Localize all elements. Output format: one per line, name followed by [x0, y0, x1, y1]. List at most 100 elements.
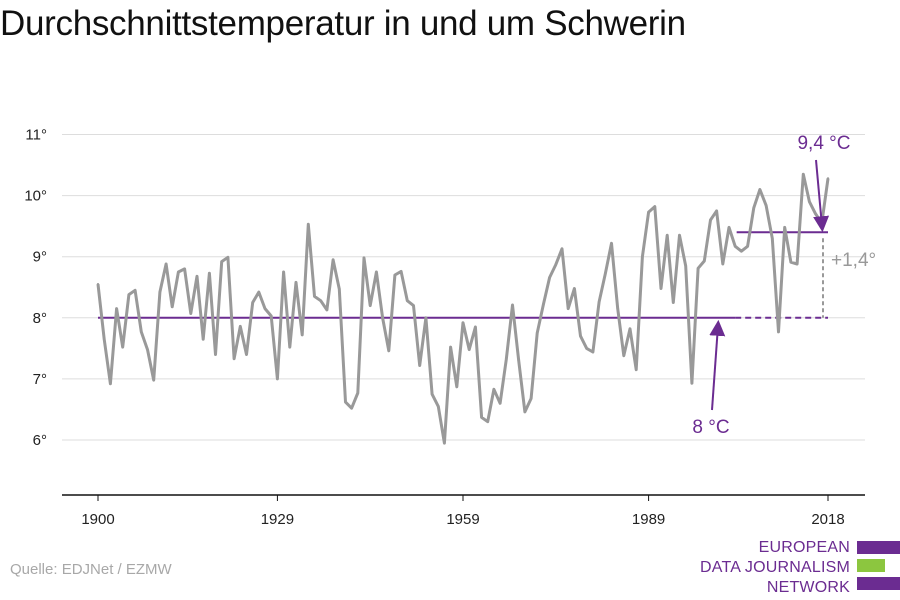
- data-point: [715, 209, 718, 213]
- edjnet-logo: EUROPEAN DATA JOURNALISM NETWORK: [700, 538, 900, 598]
- logo-bar-bottom: [857, 577, 900, 590]
- data-point: [338, 287, 341, 291]
- data-point: [115, 307, 118, 310]
- data-point: [727, 226, 731, 229]
- data-point: [270, 314, 273, 318]
- logo-bar-top: [857, 541, 900, 554]
- data-point: [214, 353, 217, 356]
- data-point: [542, 303, 545, 306]
- data-point: [356, 391, 360, 395]
- data-point: [672, 301, 675, 304]
- data-point: [709, 218, 712, 222]
- data-point: [449, 345, 452, 349]
- data-point: [152, 378, 155, 382]
- data-point: [511, 303, 514, 307]
- data-point: [381, 316, 384, 319]
- annotation-label-8: 8 °C: [692, 417, 729, 438]
- data-point: [764, 204, 768, 207]
- data-point: [127, 293, 131, 296]
- data-point: [189, 312, 192, 315]
- data-point: [288, 345, 291, 349]
- annotation-label-94: 9,4 °C: [797, 133, 850, 154]
- data-point: [393, 273, 397, 277]
- data-point: [480, 416, 483, 419]
- data-point: [313, 295, 316, 298]
- logo-bar-middle: [857, 559, 885, 572]
- data-point: [375, 270, 378, 274]
- data-point: [795, 262, 799, 266]
- data-point: [282, 270, 285, 274]
- data-point: [610, 242, 613, 245]
- x-tick-label: 1929: [261, 511, 294, 528]
- data-point: [467, 348, 471, 351]
- data-point: [777, 330, 780, 334]
- data-point: [505, 358, 508, 361]
- y-tick-label: 6°: [33, 432, 47, 449]
- data-point: [406, 299, 409, 302]
- data-point: [319, 299, 322, 302]
- data-point: [109, 382, 112, 385]
- y-tick-label: 11°: [25, 127, 47, 144]
- data-point: [579, 334, 582, 338]
- data-point: [752, 206, 755, 210]
- data-point: [690, 381, 694, 385]
- data-point: [536, 331, 539, 335]
- data-point: [641, 255, 644, 258]
- data-point: [659, 287, 663, 290]
- data-point: [220, 260, 223, 263]
- data-point: [300, 333, 304, 337]
- data-point: [622, 354, 626, 357]
- data-point: [597, 300, 601, 304]
- logo-line-3: NETWORK: [766, 579, 850, 596]
- data-point: [443, 441, 446, 445]
- y-tick-label: 8°: [33, 310, 47, 327]
- data-point: [251, 301, 254, 304]
- data-point: [245, 353, 248, 356]
- data-point: [424, 316, 428, 319]
- data-point: [177, 270, 180, 274]
- logo-line-2: DATA JOURNALISM: [700, 559, 850, 576]
- data-point: [696, 267, 700, 270]
- data-point: [183, 267, 186, 271]
- data-point: [789, 260, 793, 264]
- data-point: [195, 275, 199, 278]
- data-point: [294, 281, 298, 284]
- data-point: [604, 272, 607, 276]
- chart-title: Durchschnittstemperatur in und um Schwer…: [0, 4, 686, 43]
- data-point: [96, 282, 100, 286]
- data-point: [665, 234, 669, 237]
- data-point: [331, 258, 335, 261]
- data-point: [208, 271, 211, 275]
- data-point: [362, 256, 366, 260]
- data-point: [498, 402, 502, 405]
- source-note: Quelle: EDJNet / EZMW: [10, 561, 172, 578]
- data-point: [517, 359, 520, 362]
- y-tick-label: 7°: [33, 371, 47, 388]
- x-tick-label: 2018: [811, 511, 844, 528]
- data-point: [455, 385, 459, 389]
- data-point: [523, 410, 527, 414]
- data-point: [573, 287, 576, 290]
- data-point: [529, 397, 533, 400]
- y-tick-label: 10°: [24, 188, 47, 205]
- data-point: [102, 337, 106, 341]
- data-point: [616, 307, 619, 310]
- data-point: [474, 325, 477, 329]
- data-point: [437, 405, 440, 408]
- data-point: [814, 212, 817, 216]
- data-point: [653, 205, 656, 208]
- data-point: [412, 304, 415, 307]
- data-point: [585, 347, 588, 350]
- data-point: [369, 304, 372, 307]
- data-point: [121, 345, 124, 349]
- data-point: [307, 223, 310, 226]
- annotation-arrow-94: [813, 159, 830, 233]
- data-point: [257, 290, 261, 294]
- temperature-series-line: [96, 172, 830, 445]
- data-point: [548, 276, 551, 279]
- data-point: [430, 392, 434, 396]
- data-point: [771, 237, 774, 240]
- data-point: [387, 349, 390, 352]
- data-point: [740, 250, 743, 253]
